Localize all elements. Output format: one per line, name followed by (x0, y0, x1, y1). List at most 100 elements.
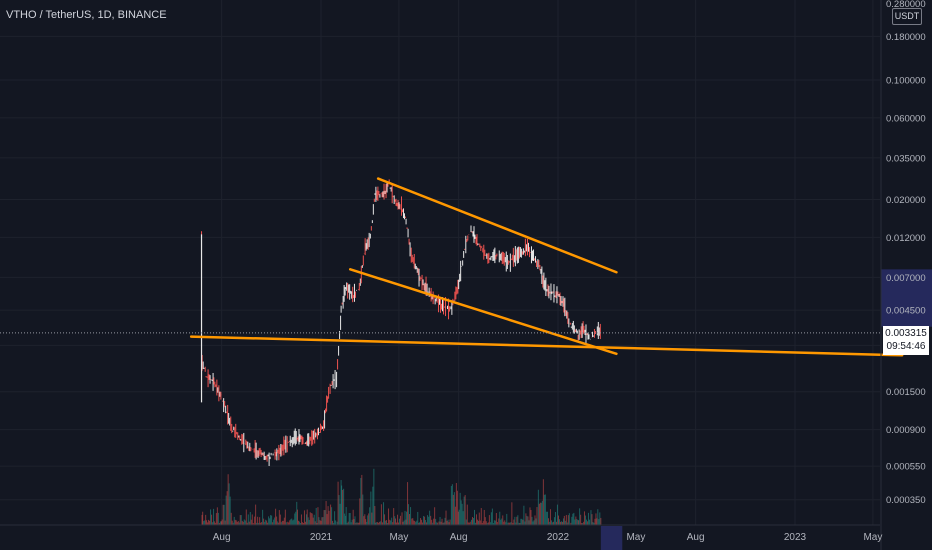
y-axis[interactable]: 0.180000 0.100000 0.060000 0.035000 0.020000… (880, 0, 926, 550)
volume-bar (393, 508, 395, 525)
volume-bar (258, 522, 260, 525)
volume-bar (279, 514, 281, 525)
volume-bar (251, 514, 253, 525)
volume-bar (237, 521, 239, 525)
volume-bar (346, 522, 348, 525)
volume-bar (543, 494, 545, 525)
x-tick-label: Aug (450, 532, 468, 543)
volume-bar (414, 520, 416, 525)
volume-bar (488, 515, 490, 525)
volume-bar (593, 522, 595, 525)
volume-bar (454, 506, 456, 525)
volume-bar (395, 518, 397, 525)
volume-bar (209, 520, 211, 525)
volume-bar (371, 512, 373, 525)
volume-bar (378, 521, 380, 525)
volume-bar (505, 522, 507, 525)
volume-bar (529, 507, 531, 525)
volume-bar (345, 507, 347, 525)
volume-bar (435, 518, 437, 525)
volume-bar (580, 514, 582, 525)
volume-bar (376, 522, 378, 525)
volume-bar (446, 520, 448, 525)
volume-bar (563, 515, 565, 525)
volume-bar (600, 517, 602, 525)
volume-bar (466, 504, 468, 525)
volume-bar (255, 504, 257, 525)
volume-bar (295, 511, 297, 525)
volume-bar (223, 504, 225, 525)
bar-countdown: 09:54:46 (886, 341, 926, 352)
volume-bar (524, 521, 526, 525)
volume-bar (469, 521, 471, 525)
volume-bar (384, 514, 386, 525)
volume-bar (472, 517, 474, 525)
volume-bar (230, 512, 232, 525)
volume-bar (510, 522, 512, 525)
volume-bar (344, 513, 346, 525)
volume-bar (583, 511, 585, 525)
volume-bars (201, 468, 602, 525)
volume-bar (579, 508, 581, 525)
trendlines[interactable] (189, 177, 904, 357)
volume-bar (360, 477, 362, 525)
volume-bar (368, 513, 370, 525)
volume-bar (278, 510, 280, 525)
volume-bar (350, 522, 352, 525)
volume-bar (573, 512, 575, 525)
volume-bar (377, 522, 379, 525)
y-tick-label: 0.004500 (886, 306, 926, 317)
volume-bar (322, 517, 324, 525)
volume-bar (320, 520, 322, 525)
volume-bar (307, 517, 309, 525)
volume-bar (363, 516, 365, 525)
volume-bar (380, 504, 382, 525)
volume-bar (512, 522, 514, 525)
volume-bar (477, 520, 479, 525)
volume-bar (262, 509, 264, 525)
x-axis[interactable]: Aug 2021 May Aug 2022 May Aug 2023 May (0, 524, 882, 543)
volume-bar (392, 522, 394, 525)
volume-bar (394, 516, 396, 525)
volume-bar (439, 516, 441, 525)
volume-bar (495, 513, 497, 525)
volume-bar (599, 512, 601, 525)
volume-bar (367, 515, 369, 525)
volume-bar (507, 522, 509, 525)
volume-bar (261, 522, 263, 525)
volume-bar (347, 521, 349, 525)
volume-bar (413, 520, 415, 525)
volume-bar (245, 509, 247, 525)
x-tick-label: 2022 (547, 532, 570, 543)
volume-bar (484, 517, 486, 525)
volume-bar (306, 509, 308, 525)
volume-bar (406, 511, 408, 525)
unit-badge[interactable]: USDT (892, 8, 922, 25)
volume-bar (349, 513, 351, 525)
volume-bar (516, 516, 518, 525)
volume-bar (366, 521, 368, 525)
volume-bar (572, 513, 574, 525)
y-tick-label: 0.000900 (886, 425, 926, 436)
volume-bar (309, 512, 311, 525)
volume-bar (272, 522, 274, 525)
volume-bar (216, 507, 218, 525)
volume-bar (365, 519, 367, 525)
volume-bar (353, 519, 355, 525)
volume-bar (422, 522, 424, 525)
volume-bar (581, 522, 583, 525)
volume-bar (213, 521, 215, 525)
volume-bar (379, 521, 381, 525)
volume-bar (522, 519, 524, 525)
volume-bar (358, 522, 360, 525)
volume-bar (387, 522, 389, 525)
volume-bar (232, 522, 234, 525)
volume-bar (500, 519, 502, 525)
volume-bar (246, 522, 248, 525)
volume-bar (597, 509, 599, 525)
volume-bar (438, 521, 440, 525)
volume-bar (412, 518, 414, 525)
volume-bar (301, 522, 303, 525)
volume-bar (280, 522, 282, 525)
